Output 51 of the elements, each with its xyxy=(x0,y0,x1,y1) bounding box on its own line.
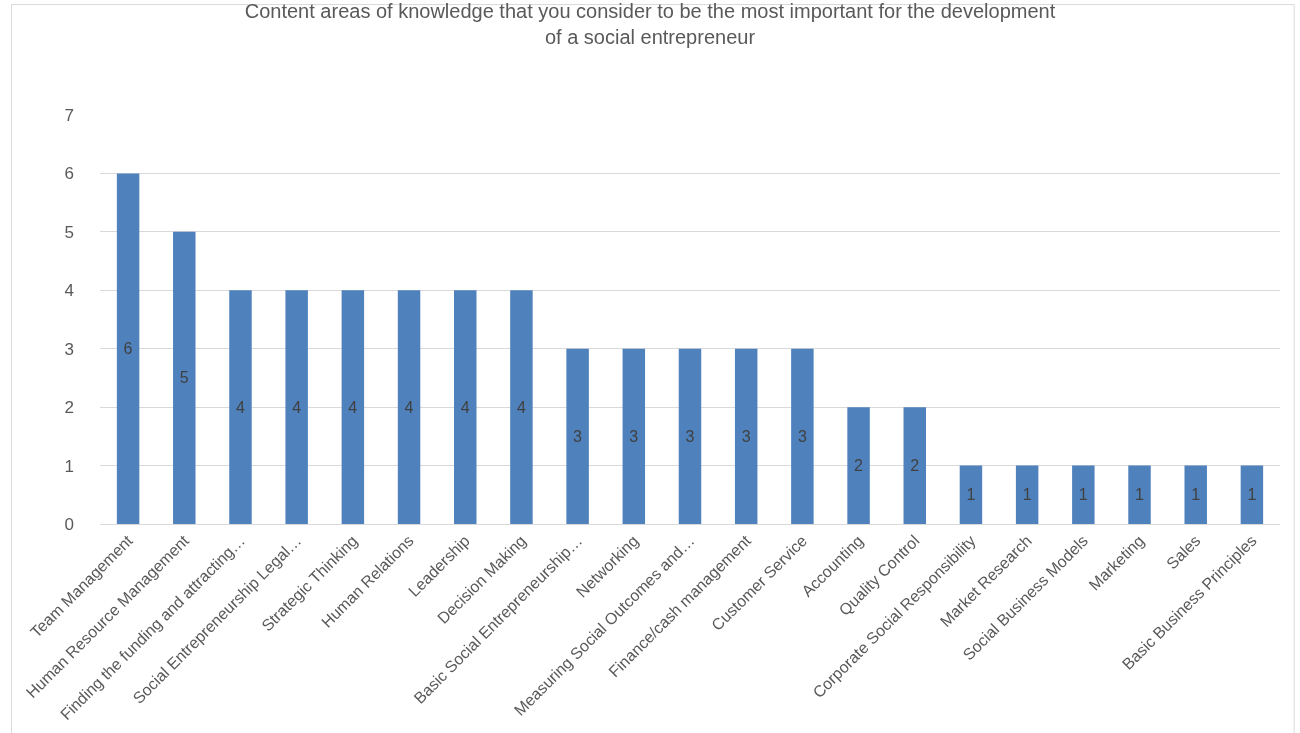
data-label: 1 xyxy=(1022,486,1032,504)
y-tick-label: 3 xyxy=(64,339,74,359)
data-label: 4 xyxy=(516,398,526,416)
y-tick-label: 0 xyxy=(64,514,74,534)
y-tick-label: 1 xyxy=(64,456,74,476)
data-label: 4 xyxy=(235,398,245,416)
bar xyxy=(566,348,589,524)
data-label: 3 xyxy=(741,427,751,445)
data-label: 4 xyxy=(292,398,302,416)
bar xyxy=(510,290,533,524)
data-label: 1 xyxy=(1247,486,1257,504)
data-label: 6 xyxy=(123,340,133,358)
bar xyxy=(285,290,308,524)
bar xyxy=(173,231,196,524)
bar xyxy=(678,348,702,524)
data-label: 4 xyxy=(460,398,470,416)
bar xyxy=(1015,465,1039,524)
bar xyxy=(229,290,252,524)
bar xyxy=(903,407,926,524)
bar xyxy=(341,290,365,524)
bar xyxy=(847,407,870,524)
bar xyxy=(734,348,758,524)
data-label: 3 xyxy=(685,427,695,445)
bar xyxy=(116,173,140,524)
data-label: 5 xyxy=(179,369,189,387)
bar xyxy=(1184,465,1207,524)
data-label: 2 xyxy=(910,457,920,475)
data-label: 1 xyxy=(1191,486,1201,504)
data-label: 3 xyxy=(573,427,583,445)
bar xyxy=(397,290,421,524)
bar xyxy=(622,348,646,524)
bar xyxy=(1072,465,1095,524)
bar xyxy=(454,290,477,524)
y-tick-label: 5 xyxy=(64,222,74,242)
data-label: 2 xyxy=(854,457,864,475)
y-tick-label: 4 xyxy=(64,281,74,301)
y-tick-label: 7 xyxy=(64,105,74,125)
y-tick-label: 6 xyxy=(64,164,74,184)
y-tick-label: 2 xyxy=(64,398,74,418)
data-label: 1 xyxy=(966,486,976,504)
data-label: 4 xyxy=(404,398,414,416)
bar xyxy=(959,465,983,524)
bar xyxy=(1128,465,1151,524)
bar xyxy=(1240,465,1264,524)
data-label: 3 xyxy=(629,427,639,445)
data-label: 4 xyxy=(348,398,358,416)
data-label: 3 xyxy=(797,427,807,445)
data-label: 1 xyxy=(1078,486,1088,504)
bar xyxy=(791,348,814,524)
data-label: 1 xyxy=(1135,486,1145,504)
chart-title: Content areas of knowledge that you consider to be the most important for the development of a social entrepreneur xyxy=(244,0,1056,49)
